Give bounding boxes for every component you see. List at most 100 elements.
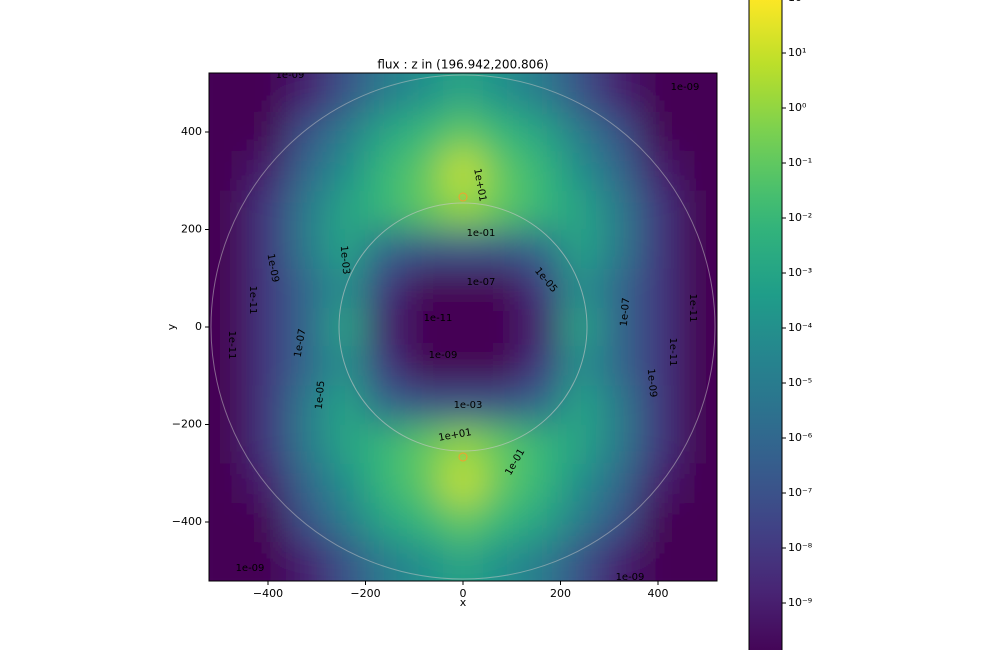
- heat-cell: [209, 385, 250, 426]
- heat-cell: [482, 307, 523, 348]
- heat-cell: [521, 190, 562, 231]
- heat-cell: [287, 190, 328, 231]
- heat-cell: [560, 190, 601, 231]
- heat-cell: [209, 541, 250, 581]
- heat-cell: [209, 190, 250, 231]
- heat-cell: [248, 268, 289, 309]
- heat-cell: [638, 385, 679, 426]
- heat-cell: [287, 268, 328, 309]
- contour-label: 1e-09: [671, 82, 700, 93]
- contour-label: 1e-11: [687, 294, 698, 323]
- heat-cell: [404, 502, 445, 543]
- heat-cell: [677, 502, 717, 543]
- heat-cell: [209, 307, 250, 348]
- heat-cell: [209, 229, 250, 270]
- heat-cell: [287, 307, 328, 348]
- heat-cell: [677, 463, 717, 504]
- heat-cell: [482, 190, 523, 231]
- heat-cell: [365, 424, 406, 465]
- colorbar-tick-label: 10⁻⁹: [788, 596, 812, 609]
- chart-title: flux : z in (196.942,200.806): [377, 58, 548, 72]
- heat-cell: [404, 463, 445, 504]
- colorbar-tick-label: 10¹: [788, 46, 806, 59]
- contour-label: 1e-09: [616, 572, 645, 583]
- colorbar-tick-label: 10²: [788, 0, 806, 4]
- heat-cell: [209, 151, 250, 192]
- heat-cell: [326, 541, 367, 581]
- heat-cell: [287, 424, 328, 465]
- x-axis-label: x: [460, 596, 467, 609]
- colorbar-tick-label: 10⁻⁸: [788, 541, 813, 554]
- heat-cell: [521, 424, 562, 465]
- heat-cell: [365, 541, 406, 581]
- heat-cell: [209, 502, 250, 543]
- heat-cell: [287, 73, 328, 114]
- heat-cell: [365, 346, 406, 387]
- heat-cell: [248, 541, 289, 581]
- colorbar-tick-label: 10⁰: [788, 101, 807, 114]
- y-tick-label: 200: [181, 222, 202, 235]
- heat-cell: [326, 73, 367, 114]
- heat-cell: [287, 385, 328, 426]
- heat-cell: [326, 151, 367, 192]
- contour-label: 1e-01: [467, 228, 496, 239]
- heat-cell: [404, 73, 445, 114]
- heat-cell: [599, 307, 640, 348]
- heat-cell: [248, 424, 289, 465]
- heat-cell: [482, 151, 523, 192]
- heat-cell: [560, 424, 601, 465]
- contour-label: 1e-07: [293, 328, 309, 358]
- heat-cell: [638, 424, 679, 465]
- heat-cell: [365, 268, 406, 309]
- heat-cell: [521, 541, 562, 581]
- heat-cell: [638, 346, 679, 387]
- heat-cell: [287, 229, 328, 270]
- heat-cell: [521, 307, 562, 348]
- heat-cell: [599, 229, 640, 270]
- heat-cell: [404, 346, 445, 387]
- heat-cell: [326, 229, 367, 270]
- y-tick-label: 400: [181, 125, 202, 138]
- heat-cell: [638, 463, 679, 504]
- heat-cell: [326, 346, 367, 387]
- heat-cell: [326, 307, 367, 348]
- heat-cell: [443, 424, 484, 465]
- contour-label: 1e-11: [424, 313, 453, 324]
- heat-cell: [482, 502, 523, 543]
- contour-label: 1e-11: [226, 331, 237, 360]
- heat-cell: [677, 190, 717, 231]
- heat-cell: [677, 151, 717, 192]
- heat-cell: [638, 268, 679, 309]
- heat-cell: [677, 541, 717, 581]
- heat-cell: [677, 112, 717, 153]
- contour-label: 1e-09: [429, 350, 458, 361]
- heat-cell: [677, 307, 717, 348]
- heat-cell: [326, 463, 367, 504]
- heat-cell: [482, 112, 523, 153]
- colorbar-tick-label: 10⁻⁵: [788, 376, 812, 389]
- heat-cell: [365, 229, 406, 270]
- heat-cell: [482, 229, 523, 270]
- contour-label: 1e-05: [314, 380, 327, 410]
- y-tick-label: −400: [172, 515, 202, 528]
- heat-cell: [326, 502, 367, 543]
- heat-cell: [482, 346, 523, 387]
- contour-label: 1e-07: [619, 297, 632, 327]
- heat-cell: [638, 541, 679, 581]
- heat-cell: [599, 541, 640, 581]
- heat-cell: [404, 385, 445, 426]
- heat-cell: [326, 268, 367, 309]
- heat-cell: [209, 73, 250, 114]
- source-marker: [458, 192, 468, 202]
- sphere-outline: [338, 202, 588, 452]
- heat-cell: [443, 463, 484, 504]
- heat-cell: [404, 151, 445, 192]
- contour-label: 1e-09: [236, 563, 265, 574]
- heat-cell: [638, 229, 679, 270]
- heat-cell: [521, 502, 562, 543]
- heat-cell: [677, 424, 717, 465]
- heat-cell: [404, 541, 445, 581]
- heat-cell: [482, 541, 523, 581]
- heat-cell: [560, 73, 601, 114]
